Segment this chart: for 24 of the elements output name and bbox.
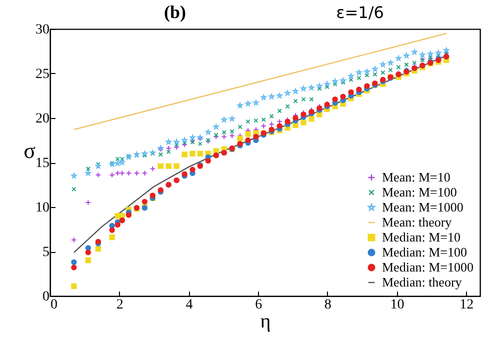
legend-label: Median: M=10 — [382, 230, 460, 244]
x-tick-label: 8 — [324, 298, 332, 312]
y-tick-label: 20 — [36, 112, 50, 126]
text: ε=1/6 — [336, 3, 384, 22]
x-axis-title: η — [260, 310, 271, 332]
x-tick-label: 12 — [460, 298, 474, 312]
legend-label: Mean: M=100 — [382, 184, 457, 200]
y-tick-label: 10 — [36, 200, 50, 216]
legend-label: Mean: M=1000 — [382, 200, 464, 214]
y-tick-label: 30 — [36, 22, 50, 38]
x-tick-label: 4 — [186, 298, 193, 312]
y-axis-title: σ — [24, 138, 36, 163]
legend-label: Median: theory — [382, 274, 462, 290]
x-tick-label: 10 — [390, 298, 404, 312]
x-tick-label: 2 — [116, 298, 124, 312]
legend-label: Median: M=1000 — [382, 260, 474, 274]
x-tick-label: 6 — [255, 298, 262, 312]
y-tick-label: 5 — [42, 245, 50, 260]
legend-label: Mean: theory — [382, 214, 452, 230]
legend-label: Median: M=100 — [382, 244, 467, 260]
legend-label: Mean: M=10 — [382, 170, 450, 184]
y-tick-label: 25 — [36, 67, 50, 82]
y-tick-label: 15 — [36, 156, 50, 171]
chart-title: (b) — [164, 2, 186, 22]
